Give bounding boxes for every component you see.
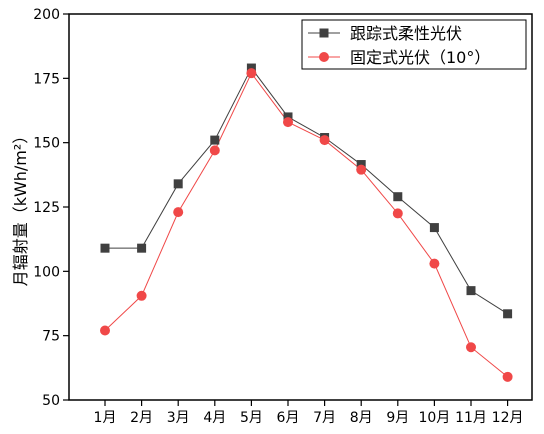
y-tick-label: 200 [33,7,60,23]
legend-marker [319,28,329,38]
x-tick-label: 8月 [350,410,373,426]
x-tick-label: 7月 [313,410,336,426]
x-tick-label: 5月 [240,410,263,426]
data-point [283,117,293,128]
y-tick-label: 150 [33,136,60,152]
series-line [104,72,508,378]
data-point [100,243,110,253]
data-point [136,290,147,301]
data-point [283,112,293,122]
data-point [392,208,403,219]
x-tick-label: 1月 [94,410,117,426]
legend-label: 固定式光伏（10°） [350,48,490,67]
y-tick-label: 75 [42,329,60,345]
y-tick-label: 50 [42,393,60,409]
data-point [393,192,403,202]
y-tick-label: 175 [33,71,60,87]
legend-label: 跟踪式柔性光伏 [350,24,462,43]
data-point [209,145,220,156]
data-point [246,63,256,73]
data-point [429,258,440,269]
x-tick-label: 9月 [386,410,409,426]
data-point [502,371,513,382]
data-point [137,243,147,253]
x-axis-ticks: 1月 2月 3月 4月 5月 6月 7月 8月 9月 10月 11月 12月 [94,400,524,426]
x-tick-label: 4月 [203,410,226,426]
x-tick-label: 6月 [277,410,300,426]
data-point [173,179,183,189]
data-point [210,135,220,145]
data-point [356,160,366,170]
data-point [173,207,184,218]
data-point [356,164,367,175]
x-tick-label: 11月 [455,410,487,426]
x-tick-label: 3月 [167,410,190,426]
series-group [100,63,513,382]
y-tick-label: 100 [33,264,60,280]
y-axis-title: 月辐射量（kWh/m²） [11,128,30,287]
legend-box [301,19,527,70]
y-axis-ticks: 50 75 100 125 150 175 200 [33,7,69,409]
data-point [503,309,513,319]
x-tick-label: 10月 [418,410,450,426]
x-tick-label: 2月 [130,410,153,426]
data-point [319,135,330,146]
data-point [466,342,476,353]
y-tick-label: 125 [33,200,60,216]
data-point [246,68,257,79]
series-line [105,67,508,315]
plot-frame [68,13,533,401]
x-tick-label: 12月 [492,410,524,426]
data-point [429,223,439,233]
data-point [100,325,110,336]
data-point [466,286,476,296]
legend-marker [319,52,329,62]
